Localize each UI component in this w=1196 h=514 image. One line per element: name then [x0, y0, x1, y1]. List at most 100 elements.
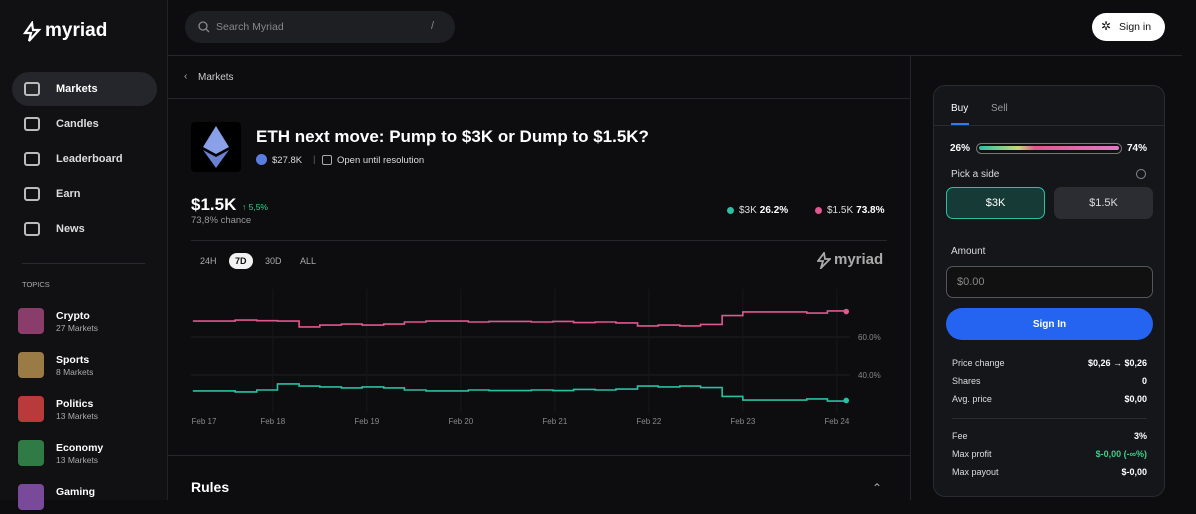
- price: $1.5K: [191, 195, 237, 214]
- legend-item: $3K 26.2%: [727, 205, 788, 216]
- topic-thumb: [18, 440, 44, 466]
- divider: [22, 263, 145, 264]
- topic[interactable]: Politics 13 Markets: [18, 396, 148, 426]
- legend-dot: [815, 207, 822, 214]
- nav-item[interactable]: News: [12, 212, 157, 246]
- left-percent: 26%: [950, 143, 971, 154]
- nav-icon: [24, 187, 40, 201]
- nav-item[interactable]: Markets: [12, 72, 157, 106]
- market-title: ETH next move: Pump to $3K or Dump to $1…: [256, 127, 649, 146]
- watermark-logo: [817, 252, 831, 269]
- range-button[interactable]: 30D: [265, 256, 282, 266]
- info-row: Max profit $-0,00 (-∞%): [952, 449, 1147, 459]
- series-line: [192, 310, 848, 328]
- status-icon: [322, 155, 332, 165]
- info-label: Price change: [952, 358, 1005, 368]
- info-row: Price change $0,26 → $0,26: [952, 358, 1147, 368]
- info-label: Avg. price: [952, 394, 992, 404]
- submit-button[interactable]: Sign In: [946, 308, 1153, 340]
- price-change: ↑ 5,5%: [242, 202, 268, 212]
- range-button[interactable]: ALL: [300, 256, 317, 266]
- chart: 60.0% 40.0% Feb 17 Feb 18 Feb 19 Feb 20 Feb 21…: [191, 289, 881, 426]
- brand: myriad: [45, 20, 108, 41]
- x-tick-label: Feb 24: [824, 417, 849, 426]
- nav-item[interactable]: Leaderboard: [12, 142, 157, 176]
- search-shortcut: /: [431, 20, 435, 32]
- range-button[interactable]: 7D: [229, 253, 253, 269]
- topics-heading: TOPICS: [22, 280, 50, 289]
- info-value: $-0,00: [1121, 467, 1147, 477]
- info-row: Max payout $-0,00: [952, 467, 1147, 477]
- info-value: 0: [1141, 376, 1147, 386]
- y-tick-label: 40.0%: [858, 371, 881, 380]
- y-tick-label: 60.0%: [858, 333, 881, 342]
- topic-count: 8 Markets: [56, 367, 94, 377]
- watermark: myriad: [834, 251, 884, 268]
- amount-input[interactable]: $0.00: [946, 266, 1153, 298]
- x-tick-label: Feb 22: [636, 417, 661, 426]
- x-tick-label: Feb 19: [354, 417, 379, 426]
- topic-name: Sports: [56, 354, 90, 366]
- topic-thumb: [18, 308, 44, 334]
- search-box[interactable]: [185, 11, 455, 43]
- nav-item[interactable]: Candles: [12, 107, 157, 141]
- topic-count: 13 Markets: [56, 411, 99, 421]
- info-label: Fee: [952, 431, 968, 441]
- side-button[interactable]: $3K: [946, 187, 1045, 219]
- nav-item[interactable]: Earn: [12, 177, 157, 211]
- status: Open until resolution: [337, 155, 425, 166]
- x-tick-label: Feb 20: [448, 417, 473, 426]
- end-dot: [843, 308, 850, 315]
- end-dot: [843, 397, 850, 404]
- x-tick-label: Feb 23: [730, 417, 755, 426]
- legend-dot: [727, 207, 734, 214]
- brand-logo: [22, 21, 42, 42]
- divider: [168, 98, 910, 99]
- legend-item: $1.5K 73.8%: [815, 205, 885, 216]
- divider: [191, 240, 887, 241]
- topic[interactable]: Sports 8 Markets: [18, 352, 148, 382]
- pick-side: Pick a side: [951, 169, 1000, 180]
- tab-underline: [951, 123, 969, 125]
- search-placeholder: Search Myriad: [216, 21, 284, 33]
- topic[interactable]: Gaming: [18, 484, 148, 514]
- topic-count: 27 Markets: [56, 323, 99, 333]
- legend-name: $3K: [739, 205, 757, 216]
- nav-icon: [24, 152, 40, 166]
- info-row: Avg. price $0,00: [952, 394, 1147, 404]
- info-row: Fee 3%: [952, 431, 1147, 441]
- nav-icon: [24, 82, 40, 96]
- x-tick-label: Feb 21: [542, 417, 567, 426]
- info-icon: [1136, 169, 1146, 179]
- topic-thumb: [18, 484, 44, 510]
- info-label: Max profit: [952, 449, 992, 459]
- divider: [168, 55, 1182, 56]
- info-label: Max payout: [952, 467, 999, 477]
- info-value: 3%: [1133, 431, 1147, 441]
- x-tick-label: Feb 18: [260, 417, 285, 426]
- search-icon: [198, 21, 210, 33]
- range-button[interactable]: 24H: [200, 256, 217, 266]
- volume: $27.8K: [272, 155, 303, 166]
- divider: [952, 418, 1147, 419]
- info-label: Shares: [952, 376, 981, 386]
- nav-icon: [24, 117, 40, 131]
- x-tick-label: Feb 17: [192, 417, 217, 426]
- rules-title[interactable]: Rules: [191, 479, 230, 495]
- side-button[interactable]: $1.5K: [1054, 187, 1153, 219]
- chevron[interactable]: ⌃: [872, 481, 883, 495]
- topic[interactable]: Crypto 27 Markets: [18, 308, 148, 338]
- breadcrumb[interactable]: Markets: [198, 72, 234, 83]
- topic-count: 13 Markets: [56, 455, 99, 465]
- progress: [976, 143, 1122, 154]
- series-line: [192, 383, 848, 402]
- tab[interactable]: Sell: [991, 103, 1008, 114]
- legend-percent: 73.8%: [856, 205, 885, 216]
- divider: [934, 125, 1164, 126]
- sign-in-button[interactable]: [1092, 13, 1165, 41]
- tab[interactable]: Buy: [951, 103, 969, 114]
- amount-label: Amount: [951, 246, 986, 257]
- topic[interactable]: Economy 13 Markets: [18, 440, 148, 470]
- breadcrumb-arrow: ‹: [184, 71, 188, 82]
- chance: 73,8% chance: [191, 215, 252, 226]
